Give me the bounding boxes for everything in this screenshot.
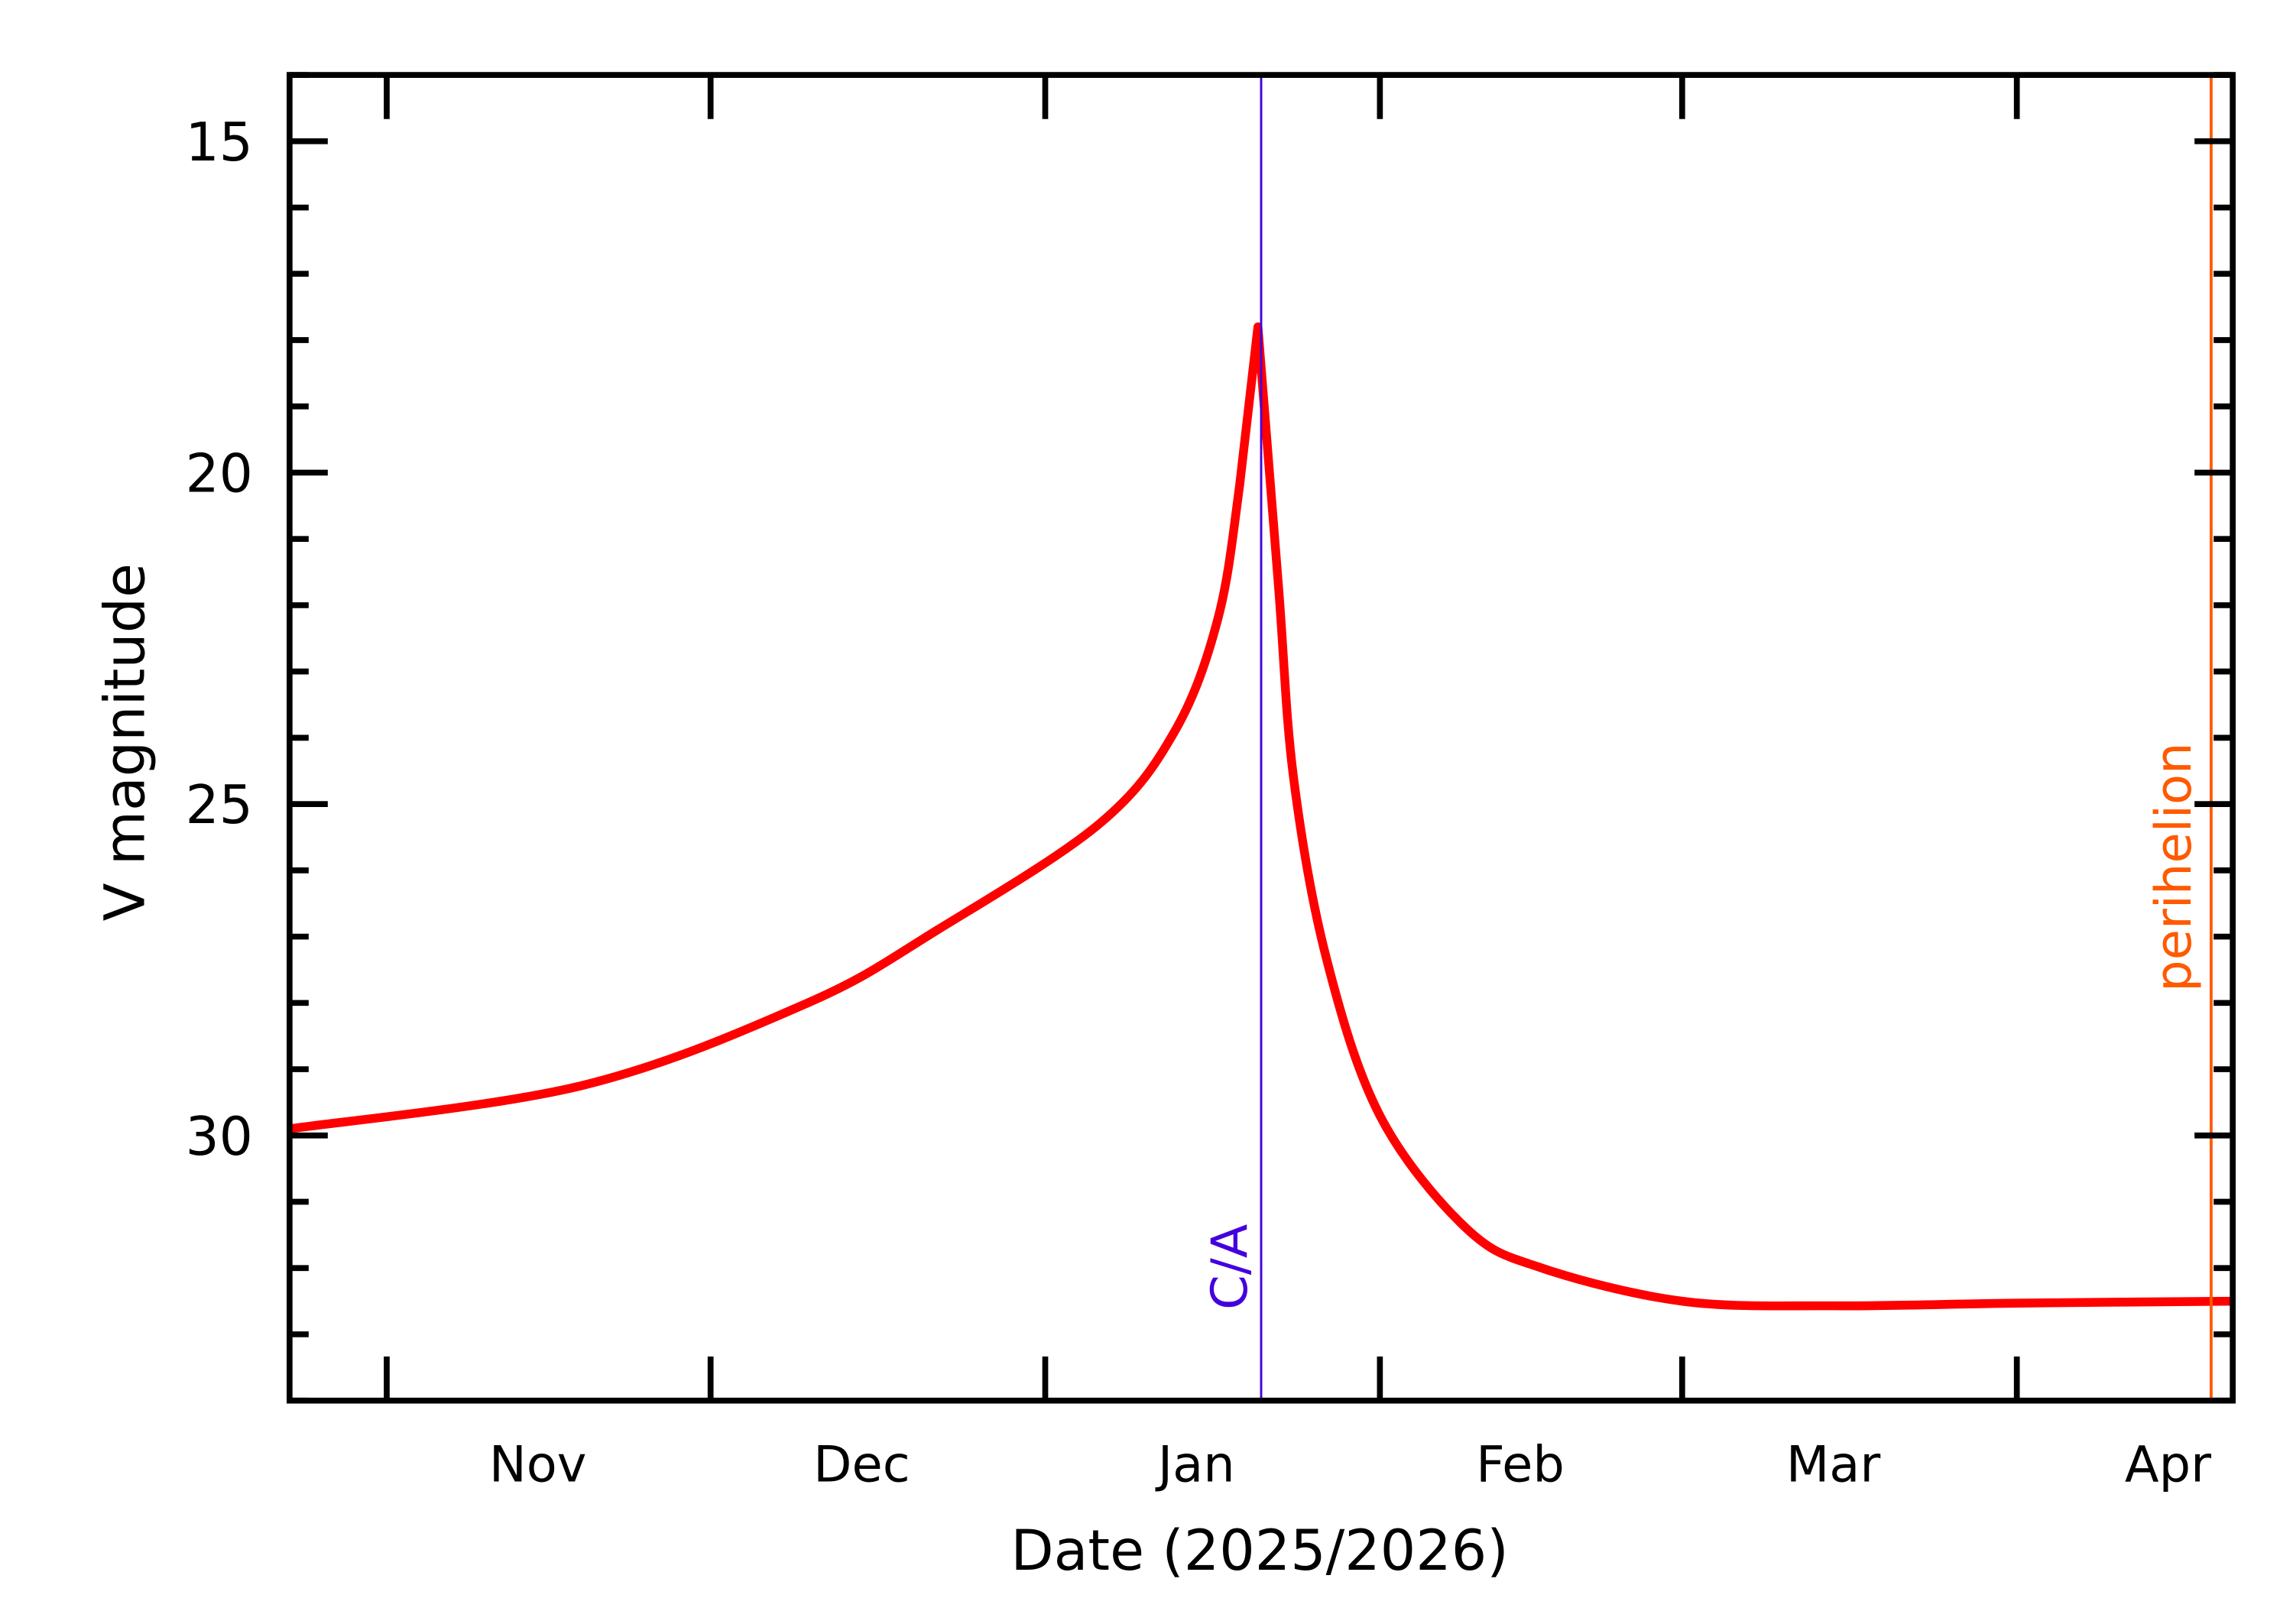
closest-approach-label: C/A <box>1201 1224 1259 1310</box>
y-axis-label: V magnitude <box>92 563 157 921</box>
perihelion-label: perihelion <box>2145 743 2203 992</box>
x-tick-label: Dec <box>813 1435 910 1493</box>
tick-labels: Nov Dec Jan Feb Mar Apr 15 20 25 30 <box>186 112 2211 1494</box>
x-tick-label: Nov <box>489 1435 587 1493</box>
y-tick-label: 25 <box>186 775 253 836</box>
y-tick-label: 20 <box>186 443 253 504</box>
y-tick-label: 30 <box>186 1107 253 1168</box>
y-tick-label: 15 <box>186 112 253 173</box>
x-tick-label: Jan <box>1155 1435 1235 1493</box>
x-tick-label: Mar <box>1786 1435 1880 1493</box>
chart-marks <box>289 75 2233 1401</box>
x-axis-label: Date (2025/2026) <box>1010 1519 1508 1583</box>
series-line <box>289 322 2233 1311</box>
axis-ticks <box>289 72 2233 1404</box>
x-tick-label: Feb <box>1476 1435 1565 1493</box>
x-tick-label: Apr <box>2125 1435 2211 1493</box>
